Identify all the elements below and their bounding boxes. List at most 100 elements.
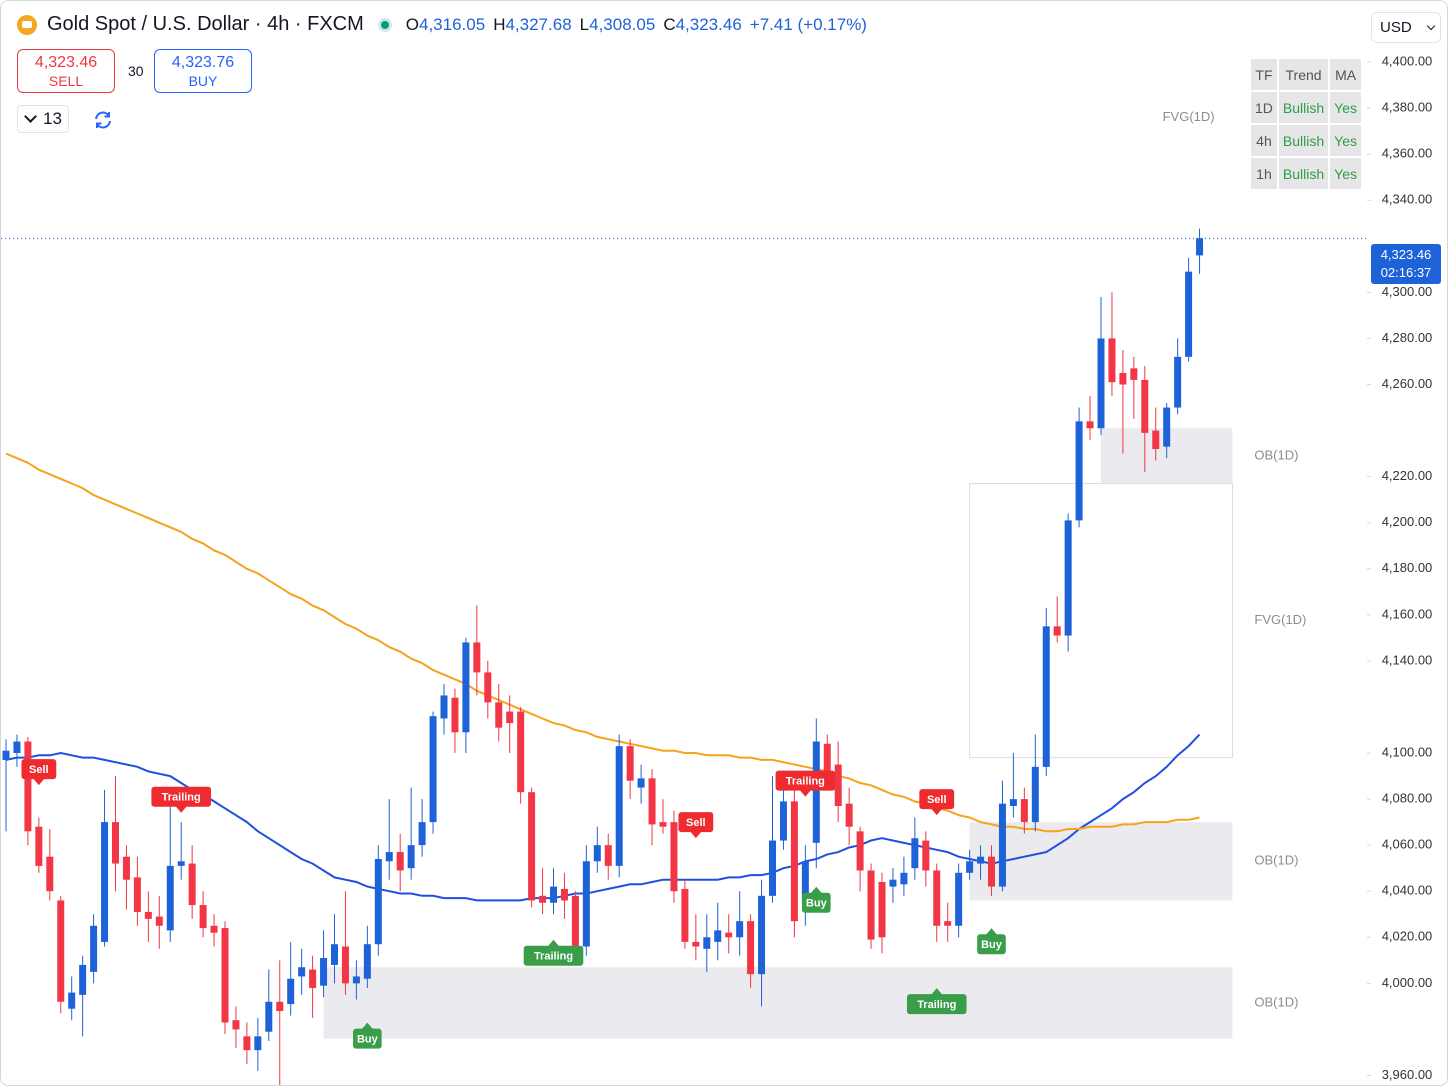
candle-body xyxy=(889,879,897,887)
y-tick-label: 4,280.00 xyxy=(1382,330,1433,345)
candle-body xyxy=(659,822,667,827)
refresh-icon[interactable] xyxy=(92,109,114,131)
candle-body xyxy=(1053,626,1061,636)
zone-label: OB(1D) xyxy=(1254,994,1298,1009)
signal-box xyxy=(906,994,967,1015)
signal-box xyxy=(919,789,955,810)
signal-box xyxy=(977,934,1006,955)
signal: Sell xyxy=(21,759,57,786)
y-tick-label: 4,060.00 xyxy=(1382,837,1433,852)
signal: Buy xyxy=(353,1022,382,1049)
symbol-title[interactable]: Gold Spot / U.S. Dollar · 4h · FXCM xyxy=(47,13,364,35)
currency-select[interactable]: USD xyxy=(1371,12,1441,43)
signal-label: Buy xyxy=(806,898,828,910)
candle-body xyxy=(615,746,623,866)
candle-body xyxy=(933,870,941,926)
ohlc-value: 4,308.05 xyxy=(589,14,656,34)
table-cell: Yes xyxy=(1330,92,1361,123)
candle-body xyxy=(900,872,908,885)
signal-label: Trailing xyxy=(786,776,825,788)
y-tick-label: 4,080.00 xyxy=(1382,791,1433,806)
sell-label: SELL xyxy=(48,73,84,89)
candle-body xyxy=(714,930,722,942)
candle-body xyxy=(1042,626,1050,767)
table-cell: 1h xyxy=(1251,158,1277,189)
candle-body xyxy=(1097,338,1105,429)
candle-body xyxy=(79,964,87,995)
candle-body xyxy=(462,642,470,733)
candle-body xyxy=(254,1036,262,1051)
price-change: +7.41 (+0.17%) xyxy=(749,14,867,34)
signal-pointer xyxy=(930,988,943,996)
signal: Trailing xyxy=(906,988,967,1015)
y-tick-label: 4,200.00 xyxy=(1382,514,1433,529)
ohlc-key: O xyxy=(405,14,419,34)
candle-body xyxy=(341,946,349,984)
signal-pointer xyxy=(175,805,188,813)
candle-body xyxy=(582,861,590,947)
signal-label: Sell xyxy=(29,764,49,776)
y-tick-label: 4,000.00 xyxy=(1382,975,1433,990)
buy-button[interactable]: 4,323.76 BUY xyxy=(154,49,252,93)
signal: Trailing xyxy=(523,939,584,966)
candle-body xyxy=(199,905,207,929)
candle-body xyxy=(1130,368,1138,380)
signal: Trailing xyxy=(151,786,211,813)
candle-body xyxy=(407,845,415,869)
candle-body xyxy=(1086,421,1094,429)
signal-label: Sell xyxy=(927,794,947,806)
indicators-toggle[interactable]: 13 xyxy=(17,105,69,133)
candle-body xyxy=(823,743,831,781)
market-status xyxy=(377,17,392,32)
sell-price: 4,323.46 xyxy=(34,54,98,71)
symbol-header: Gold Spot / U.S. Dollar · 4h · FXCM O 4,3… xyxy=(17,13,867,36)
signal-label: Buy xyxy=(357,1034,379,1046)
candle-body xyxy=(276,1001,284,1011)
candle-body xyxy=(812,741,820,843)
candle-body xyxy=(1163,407,1171,447)
trend-table: TF Trend MA 1D Bullish Yes 4h Bullish Yes 1h Bu… xyxy=(1249,57,1363,191)
candle-body xyxy=(68,992,76,1009)
candle-body xyxy=(1064,520,1072,636)
candle-body xyxy=(867,870,875,940)
y-tick-label: 3,960.00 xyxy=(1382,1067,1433,1082)
candle-body xyxy=(13,741,21,754)
signal-label: Trailing xyxy=(534,951,573,963)
signal-pointer xyxy=(547,939,560,947)
candle-body xyxy=(1174,356,1182,408)
zone-label: OB(1D) xyxy=(1254,853,1298,868)
table-cell: Bullish xyxy=(1278,92,1329,123)
candle-body xyxy=(112,822,119,864)
signal-box xyxy=(802,892,831,913)
candle-body xyxy=(1141,379,1149,433)
candle-body xyxy=(144,911,152,919)
candle-body xyxy=(769,840,776,896)
candle-body xyxy=(571,895,579,947)
candle-body xyxy=(1020,799,1028,823)
candle-body xyxy=(232,1020,240,1030)
candle-body xyxy=(429,716,437,823)
candle-body xyxy=(484,672,492,703)
candle-body xyxy=(188,863,196,906)
symbol-logo xyxy=(17,14,37,35)
spread: 30 xyxy=(128,63,144,79)
sell-button[interactable]: 4,323.46 SELL xyxy=(17,49,115,93)
signal: Buy xyxy=(802,886,831,913)
ohlc-key: L xyxy=(579,14,590,34)
table-header: MA xyxy=(1330,59,1361,90)
candle-body xyxy=(418,822,426,846)
annotation: FVG(1D) xyxy=(1163,109,1215,124)
candle-body xyxy=(998,803,1006,887)
candle-body xyxy=(1196,238,1204,256)
candle-body xyxy=(801,861,809,903)
signal-label: Trailing xyxy=(162,792,201,804)
signal-pointer xyxy=(689,831,702,839)
candle-body xyxy=(790,801,798,922)
y-tick-label: 4,040.00 xyxy=(1382,883,1433,898)
candle-body xyxy=(352,976,360,984)
ohlc-key: C xyxy=(663,14,676,34)
candle-body xyxy=(911,838,919,869)
y-tick-label: 4,020.00 xyxy=(1382,929,1433,944)
candle-body xyxy=(1185,271,1193,357)
last-price: 4,323.46 xyxy=(1380,247,1432,262)
